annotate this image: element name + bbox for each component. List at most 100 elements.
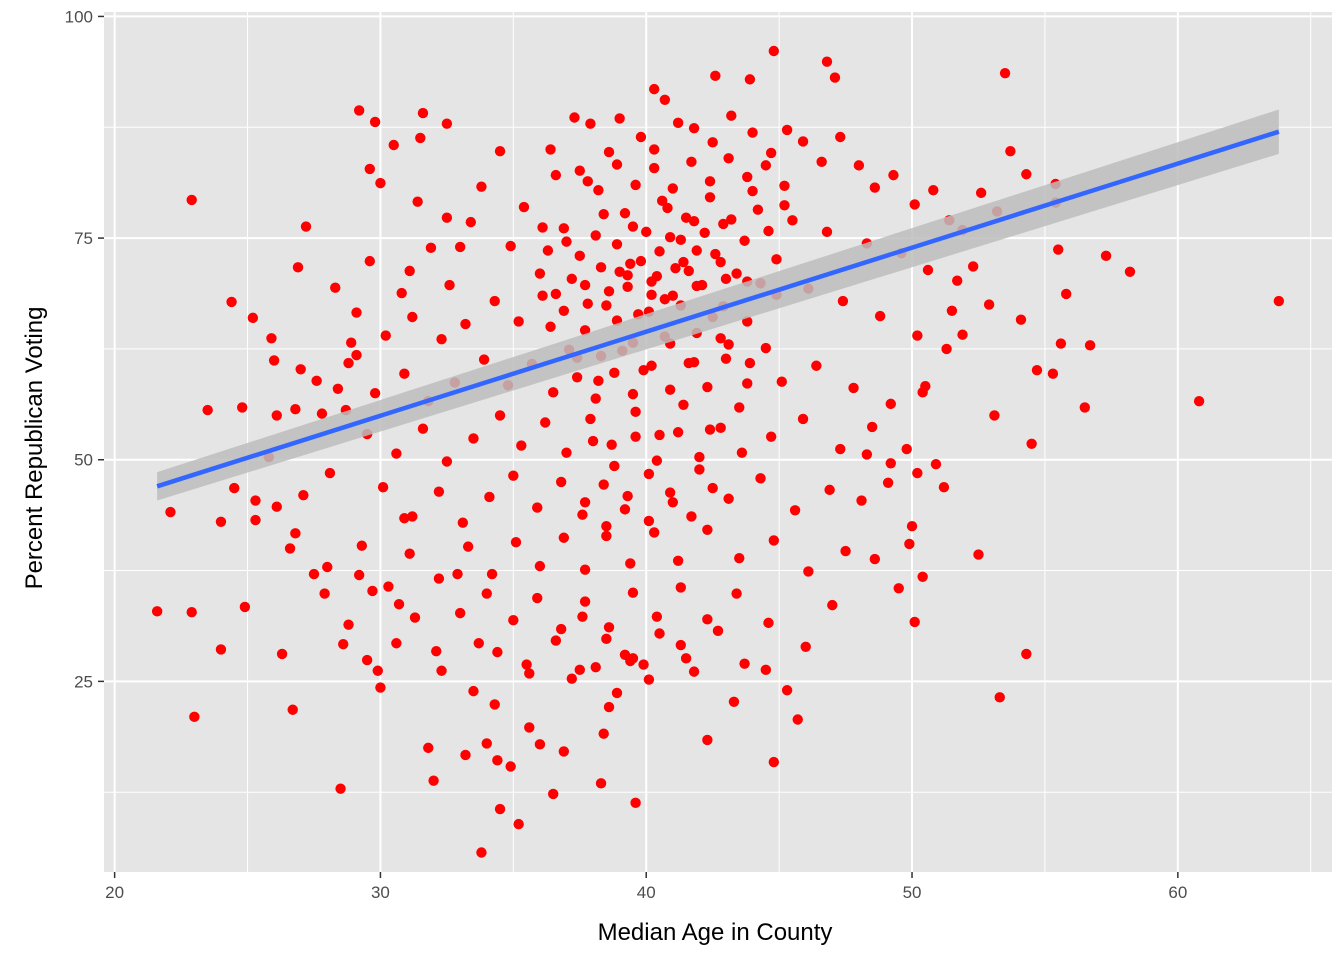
- data-point: [300, 221, 312, 232]
- data-point: [707, 137, 718, 148]
- data-point: [625, 258, 636, 269]
- data-point: [904, 538, 915, 550]
- data-point: [1026, 438, 1037, 449]
- confidence-ribbon: [157, 109, 1279, 501]
- data-point: [215, 644, 227, 655]
- data-point: [1079, 402, 1091, 413]
- x-tick-label: 60: [1168, 883, 1187, 902]
- data-point: [967, 261, 979, 272]
- data-point: [590, 661, 601, 673]
- data-point: [603, 286, 615, 297]
- data-point: [739, 658, 750, 669]
- data-point: [489, 699, 500, 710]
- data-point: [840, 545, 851, 557]
- data-point: [797, 136, 809, 147]
- data-point: [276, 648, 288, 660]
- data-point: [476, 847, 487, 858]
- data-point: [928, 185, 939, 196]
- data-point: [763, 617, 774, 629]
- data-point: [654, 628, 665, 639]
- data-point: [268, 355, 280, 366]
- data-point: [664, 384, 676, 395]
- data-point: [712, 625, 724, 637]
- data-point: [598, 208, 609, 220]
- data-point: [710, 248, 721, 260]
- data-point: [691, 245, 702, 256]
- data-point: [787, 215, 798, 226]
- data-point: [1021, 648, 1032, 660]
- data-point: [702, 614, 713, 625]
- data-point: [332, 383, 344, 395]
- data-point: [574, 165, 585, 176]
- data-point: [1047, 368, 1059, 379]
- data-point: [508, 615, 519, 626]
- data-point: [614, 113, 625, 124]
- data-point: [391, 638, 402, 649]
- data-point: [481, 738, 492, 749]
- data-point: [561, 447, 572, 458]
- data-point: [555, 476, 567, 488]
- data-point: [835, 443, 846, 455]
- data-point: [627, 221, 639, 232]
- data-point: [861, 449, 873, 460]
- data-point: [752, 204, 764, 215]
- data-point: [765, 431, 777, 442]
- data-point: [622, 490, 633, 502]
- data-point: [672, 117, 684, 129]
- data-point: [667, 183, 679, 194]
- data-point: [396, 287, 407, 299]
- data-point: [742, 171, 753, 183]
- data-point: [694, 464, 705, 475]
- data-point: [404, 548, 415, 559]
- data-point: [441, 212, 453, 223]
- data-point: [670, 263, 681, 274]
- data-point: [1053, 244, 1064, 255]
- data-point: [534, 268, 546, 279]
- data-point: [611, 687, 623, 699]
- data-point: [335, 783, 346, 794]
- data-point: [290, 528, 301, 539]
- data-point: [460, 318, 471, 330]
- data-point: [664, 487, 676, 498]
- data-point: [494, 803, 506, 815]
- data-point: [561, 236, 572, 247]
- data-point: [675, 582, 686, 593]
- data-point: [975, 187, 987, 199]
- data-point: [409, 612, 421, 623]
- data-point: [678, 399, 689, 410]
- data-point: [678, 256, 689, 268]
- data-point: [566, 273, 578, 285]
- data-point: [646, 289, 657, 301]
- data-point: [1015, 314, 1027, 325]
- data-point: [627, 653, 639, 664]
- data-point: [601, 633, 612, 645]
- data-point: [715, 256, 726, 268]
- data-point: [744, 357, 756, 369]
- data-point: [994, 692, 1005, 703]
- data-point: [215, 516, 227, 527]
- x-tick-label: 50: [903, 883, 922, 902]
- data-point: [537, 222, 548, 233]
- data-point: [643, 515, 655, 527]
- data-point: [726, 214, 737, 225]
- data-point: [885, 458, 896, 469]
- data-point: [486, 568, 498, 580]
- data-point: [622, 270, 633, 281]
- data-point: [489, 295, 500, 307]
- data-point: [611, 159, 623, 170]
- data-point: [1100, 250, 1112, 262]
- data-point: [151, 606, 163, 617]
- data-point: [550, 635, 562, 646]
- data-point: [622, 281, 633, 293]
- data-point: [789, 505, 801, 516]
- data-point: [696, 279, 708, 291]
- data-point: [821, 226, 833, 238]
- data-point: [505, 240, 516, 252]
- data-point: [298, 489, 309, 501]
- data-point: [885, 398, 896, 410]
- data-point: [364, 163, 376, 175]
- data-point: [699, 227, 710, 238]
- data-point: [367, 585, 378, 597]
- data-point: [641, 226, 652, 238]
